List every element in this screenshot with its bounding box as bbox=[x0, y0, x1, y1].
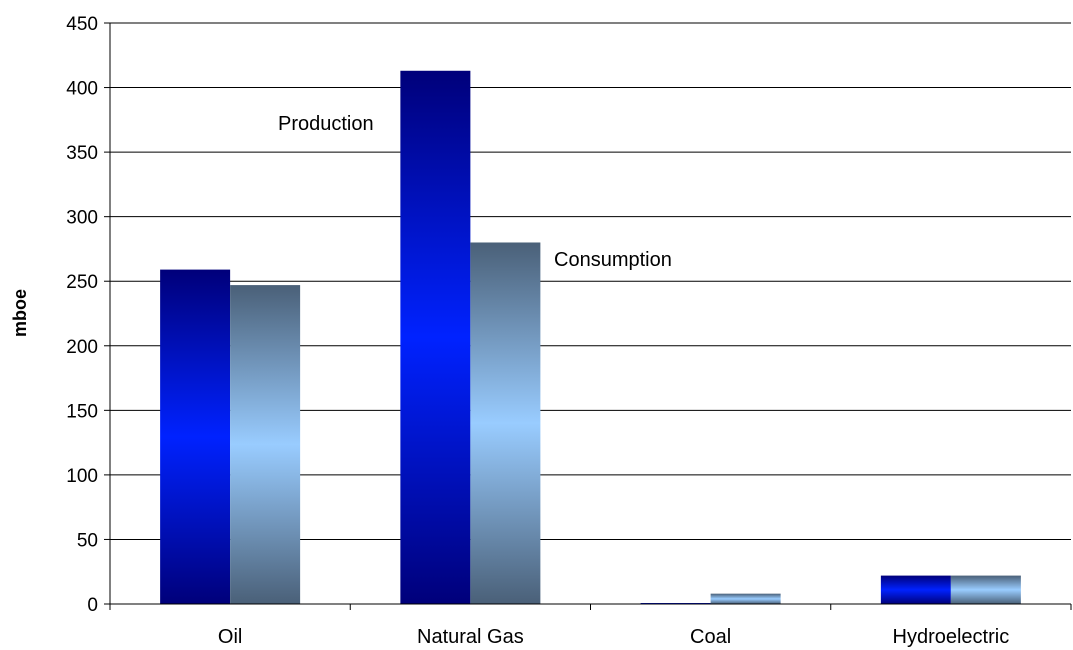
y-tick-label: 450 bbox=[66, 14, 98, 35]
y-tick-label: 150 bbox=[66, 401, 98, 422]
y-tick-label: 400 bbox=[66, 79, 98, 100]
y-tick-label: 350 bbox=[66, 143, 98, 164]
bar-production-oil bbox=[160, 269, 231, 604]
bar-consumption-natural-gas bbox=[470, 242, 541, 604]
production-annotation: Production bbox=[278, 113, 374, 135]
category-label: Natural Gas bbox=[417, 626, 524, 648]
category-labels: Oil Natural Gas Coal Hydroelectric bbox=[218, 626, 1009, 648]
y-axis-title: mboe bbox=[10, 289, 30, 337]
consumption-annotation: Consumption bbox=[554, 249, 672, 271]
x-tick-marks bbox=[109, 604, 1072, 610]
y-tick-label: 0 bbox=[87, 595, 98, 616]
bar-consumption-hydroelectric bbox=[950, 575, 1021, 604]
category-label: Hydroelectric bbox=[893, 626, 1010, 648]
y-tick-label: 200 bbox=[66, 337, 98, 358]
y-tick-label: 50 bbox=[77, 530, 98, 551]
bars bbox=[160, 70, 1021, 604]
bar-consumption-oil bbox=[230, 285, 301, 604]
bar-production-natural-gas bbox=[400, 70, 471, 604]
bar-consumption-coal bbox=[710, 593, 781, 604]
category-label: Coal bbox=[690, 626, 731, 648]
y-tick-label: 100 bbox=[66, 466, 98, 487]
category-label: Oil bbox=[218, 626, 242, 648]
bar-production-hydroelectric bbox=[880, 575, 951, 604]
y-tick-labels: 0 50 100 150 200 250 300 350 400 450 bbox=[66, 14, 110, 616]
y-tick-label: 300 bbox=[66, 208, 98, 229]
y-tick-label: 250 bbox=[66, 272, 98, 293]
